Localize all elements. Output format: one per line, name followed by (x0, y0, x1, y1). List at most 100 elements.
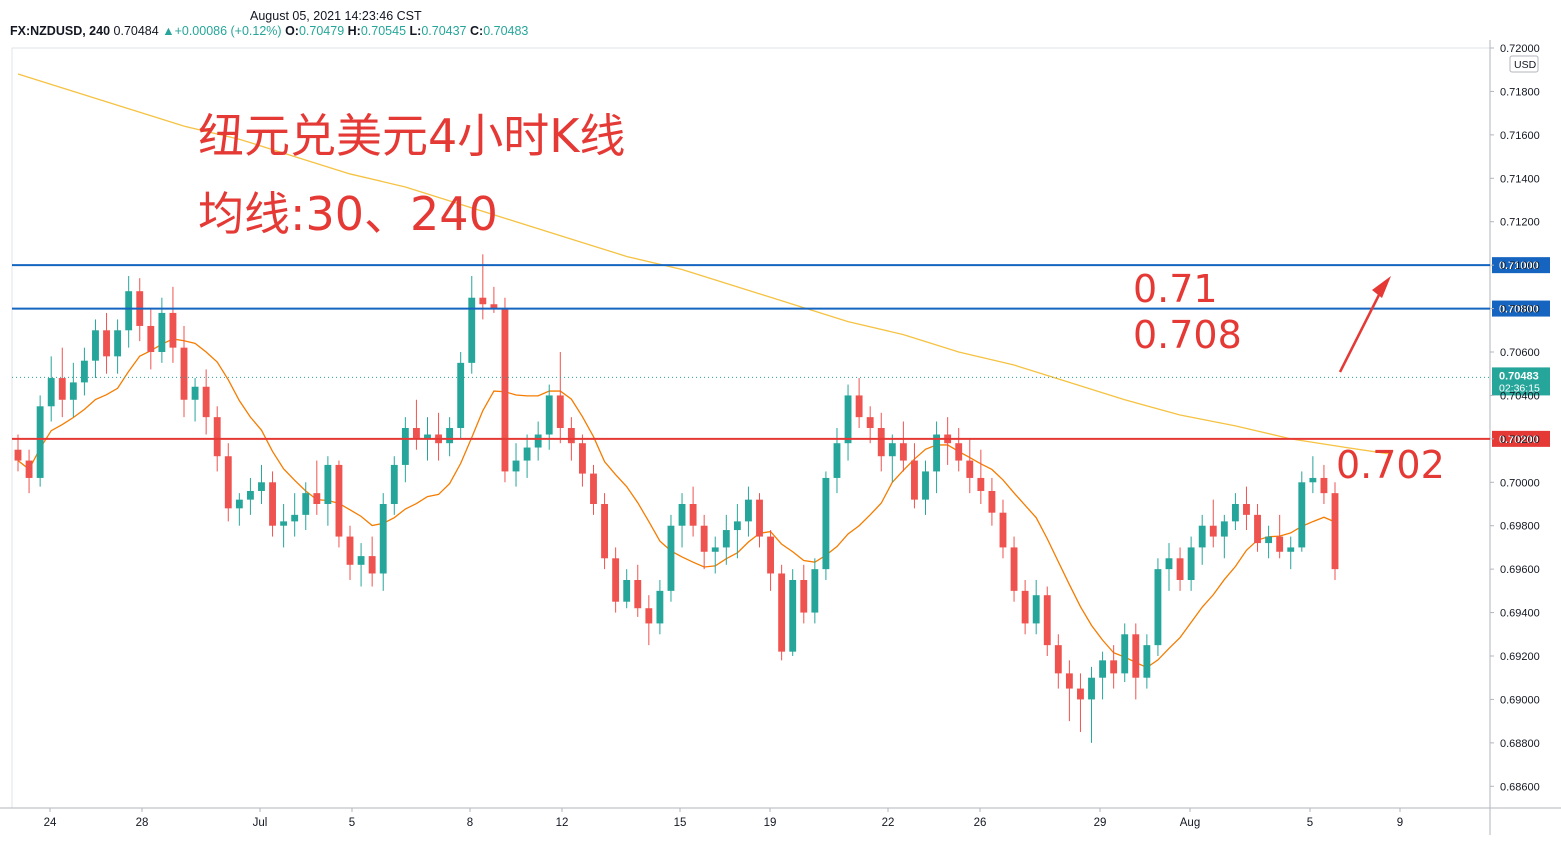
candle-body (324, 464, 332, 504)
candle-body (623, 580, 631, 602)
x-tick-label: Jul (253, 817, 268, 829)
x-tick-label: 29 (1094, 817, 1107, 829)
candle-body (1110, 660, 1118, 674)
y-tick-label: 0.69400 (1500, 608, 1540, 620)
x-tick-label: 22 (882, 817, 895, 829)
y-tick-label: 0.70200 (1500, 434, 1540, 446)
candle-body (844, 395, 852, 444)
x-tick-label: 9 (1397, 817, 1403, 829)
chart-subtitle: 均线:30、240 (198, 187, 498, 241)
ma30-line (17, 338, 1336, 669)
candle-body (346, 536, 354, 565)
candle-body (567, 428, 575, 444)
candle-body (1265, 536, 1273, 544)
candle-body (977, 477, 985, 491)
x-tick-label: 12 (556, 817, 569, 829)
candle-body (235, 499, 243, 509)
x-tick-label: 5 (349, 817, 355, 829)
candle-body (922, 471, 929, 500)
y-tick-label: 0.69600 (1500, 564, 1540, 576)
last-price: 0.70484 (113, 24, 159, 38)
candle-body (778, 573, 786, 652)
candle-body (313, 493, 321, 504)
candle-body (202, 386, 210, 418)
candle-body (69, 382, 77, 400)
close-value: 0.70483 (483, 24, 529, 38)
candle-body (800, 580, 808, 613)
y-tick-label: 0.69200 (1500, 651, 1540, 663)
y-tick-label: 0.70000 (1500, 477, 1540, 489)
timestamp: August 05, 2021 14:23:46 CST (250, 9, 422, 23)
candle-body (1065, 673, 1073, 689)
candle-body (811, 569, 819, 613)
candle-body (224, 456, 232, 509)
candle-body (258, 482, 265, 491)
y-tick-label: 0.70800 (1500, 304, 1540, 316)
low-value: 0.70437 (421, 24, 467, 38)
low-label: L: (409, 24, 422, 38)
high-value: 0.70545 (360, 24, 407, 38)
candle-body (590, 473, 597, 504)
candle-body (667, 525, 675, 591)
candle-body (1021, 590, 1029, 624)
candle-body (955, 443, 963, 461)
candle-body (158, 312, 166, 352)
x-tick-label: 19 (764, 817, 777, 829)
chart-title: 纽元兑美元4小时K线 (198, 109, 625, 163)
candle-body (468, 297, 476, 363)
candle-body (1099, 660, 1107, 678)
price-change: +0.00086 (+0.12%) (174, 24, 282, 38)
candle-body (888, 443, 896, 457)
level-badge (1492, 430, 1550, 447)
candle-body (213, 417, 221, 457)
candle-body (357, 556, 365, 565)
candle-body (147, 325, 155, 352)
candle-body (911, 460, 918, 500)
candle-body (1220, 521, 1228, 537)
candle-body (523, 447, 531, 461)
x-tick-label: 26 (974, 817, 987, 829)
arrow-up-shaft (1338, 284, 1386, 373)
y-tick-label: 0.69000 (1500, 694, 1540, 706)
candle-body (368, 556, 376, 574)
candle-body (412, 428, 420, 439)
candle-body (379, 504, 387, 574)
candle-body (490, 304, 498, 309)
candle-body (401, 428, 409, 465)
candle-body (1243, 504, 1250, 515)
candle-body (291, 514, 299, 522)
candle-body (25, 460, 33, 478)
x-tick-label: 5 (1307, 817, 1313, 829)
candle-body (1187, 547, 1195, 580)
candle-body (733, 521, 741, 531)
candle-body (1276, 536, 1284, 552)
level-badge-label: 0.70800 (1499, 304, 1539, 316)
y-tick-label: 0.69800 (1500, 521, 1540, 533)
up-arrow-icon: ▲ (162, 24, 175, 38)
candle-body (711, 547, 719, 552)
x-tick-label: 15 (674, 817, 687, 829)
candle-body (125, 291, 133, 331)
candle-body (14, 449, 22, 461)
y-tick-label: 0.71800 (1500, 86, 1540, 98)
symbol-label: FX:NZDUSD, 240 (10, 24, 111, 38)
y-tick-label: 0.70400 (1500, 390, 1540, 402)
level-badge (1492, 300, 1550, 317)
candle-body (302, 493, 310, 515)
candle-body (1176, 558, 1184, 580)
candle-body (1032, 595, 1040, 624)
last-price-badge (1492, 367, 1550, 396)
ohlc-header: FX:NZDUSD, 240 0.70484 ▲+0.00086 (+0.12%… (10, 24, 528, 38)
y-tick-label: 0.70600 (1500, 347, 1540, 359)
currency-label: USD (1514, 59, 1537, 71)
y-tick-label: 0.71200 (1500, 217, 1540, 229)
candle-body (1010, 547, 1018, 591)
candle-body (269, 482, 276, 526)
candle-body (1132, 634, 1140, 678)
candle-body (103, 330, 110, 357)
candle-body (1331, 493, 1339, 570)
last-price-label: 0.70483 (1499, 370, 1539, 382)
candle-body (191, 386, 199, 400)
candle-body (1043, 595, 1051, 646)
